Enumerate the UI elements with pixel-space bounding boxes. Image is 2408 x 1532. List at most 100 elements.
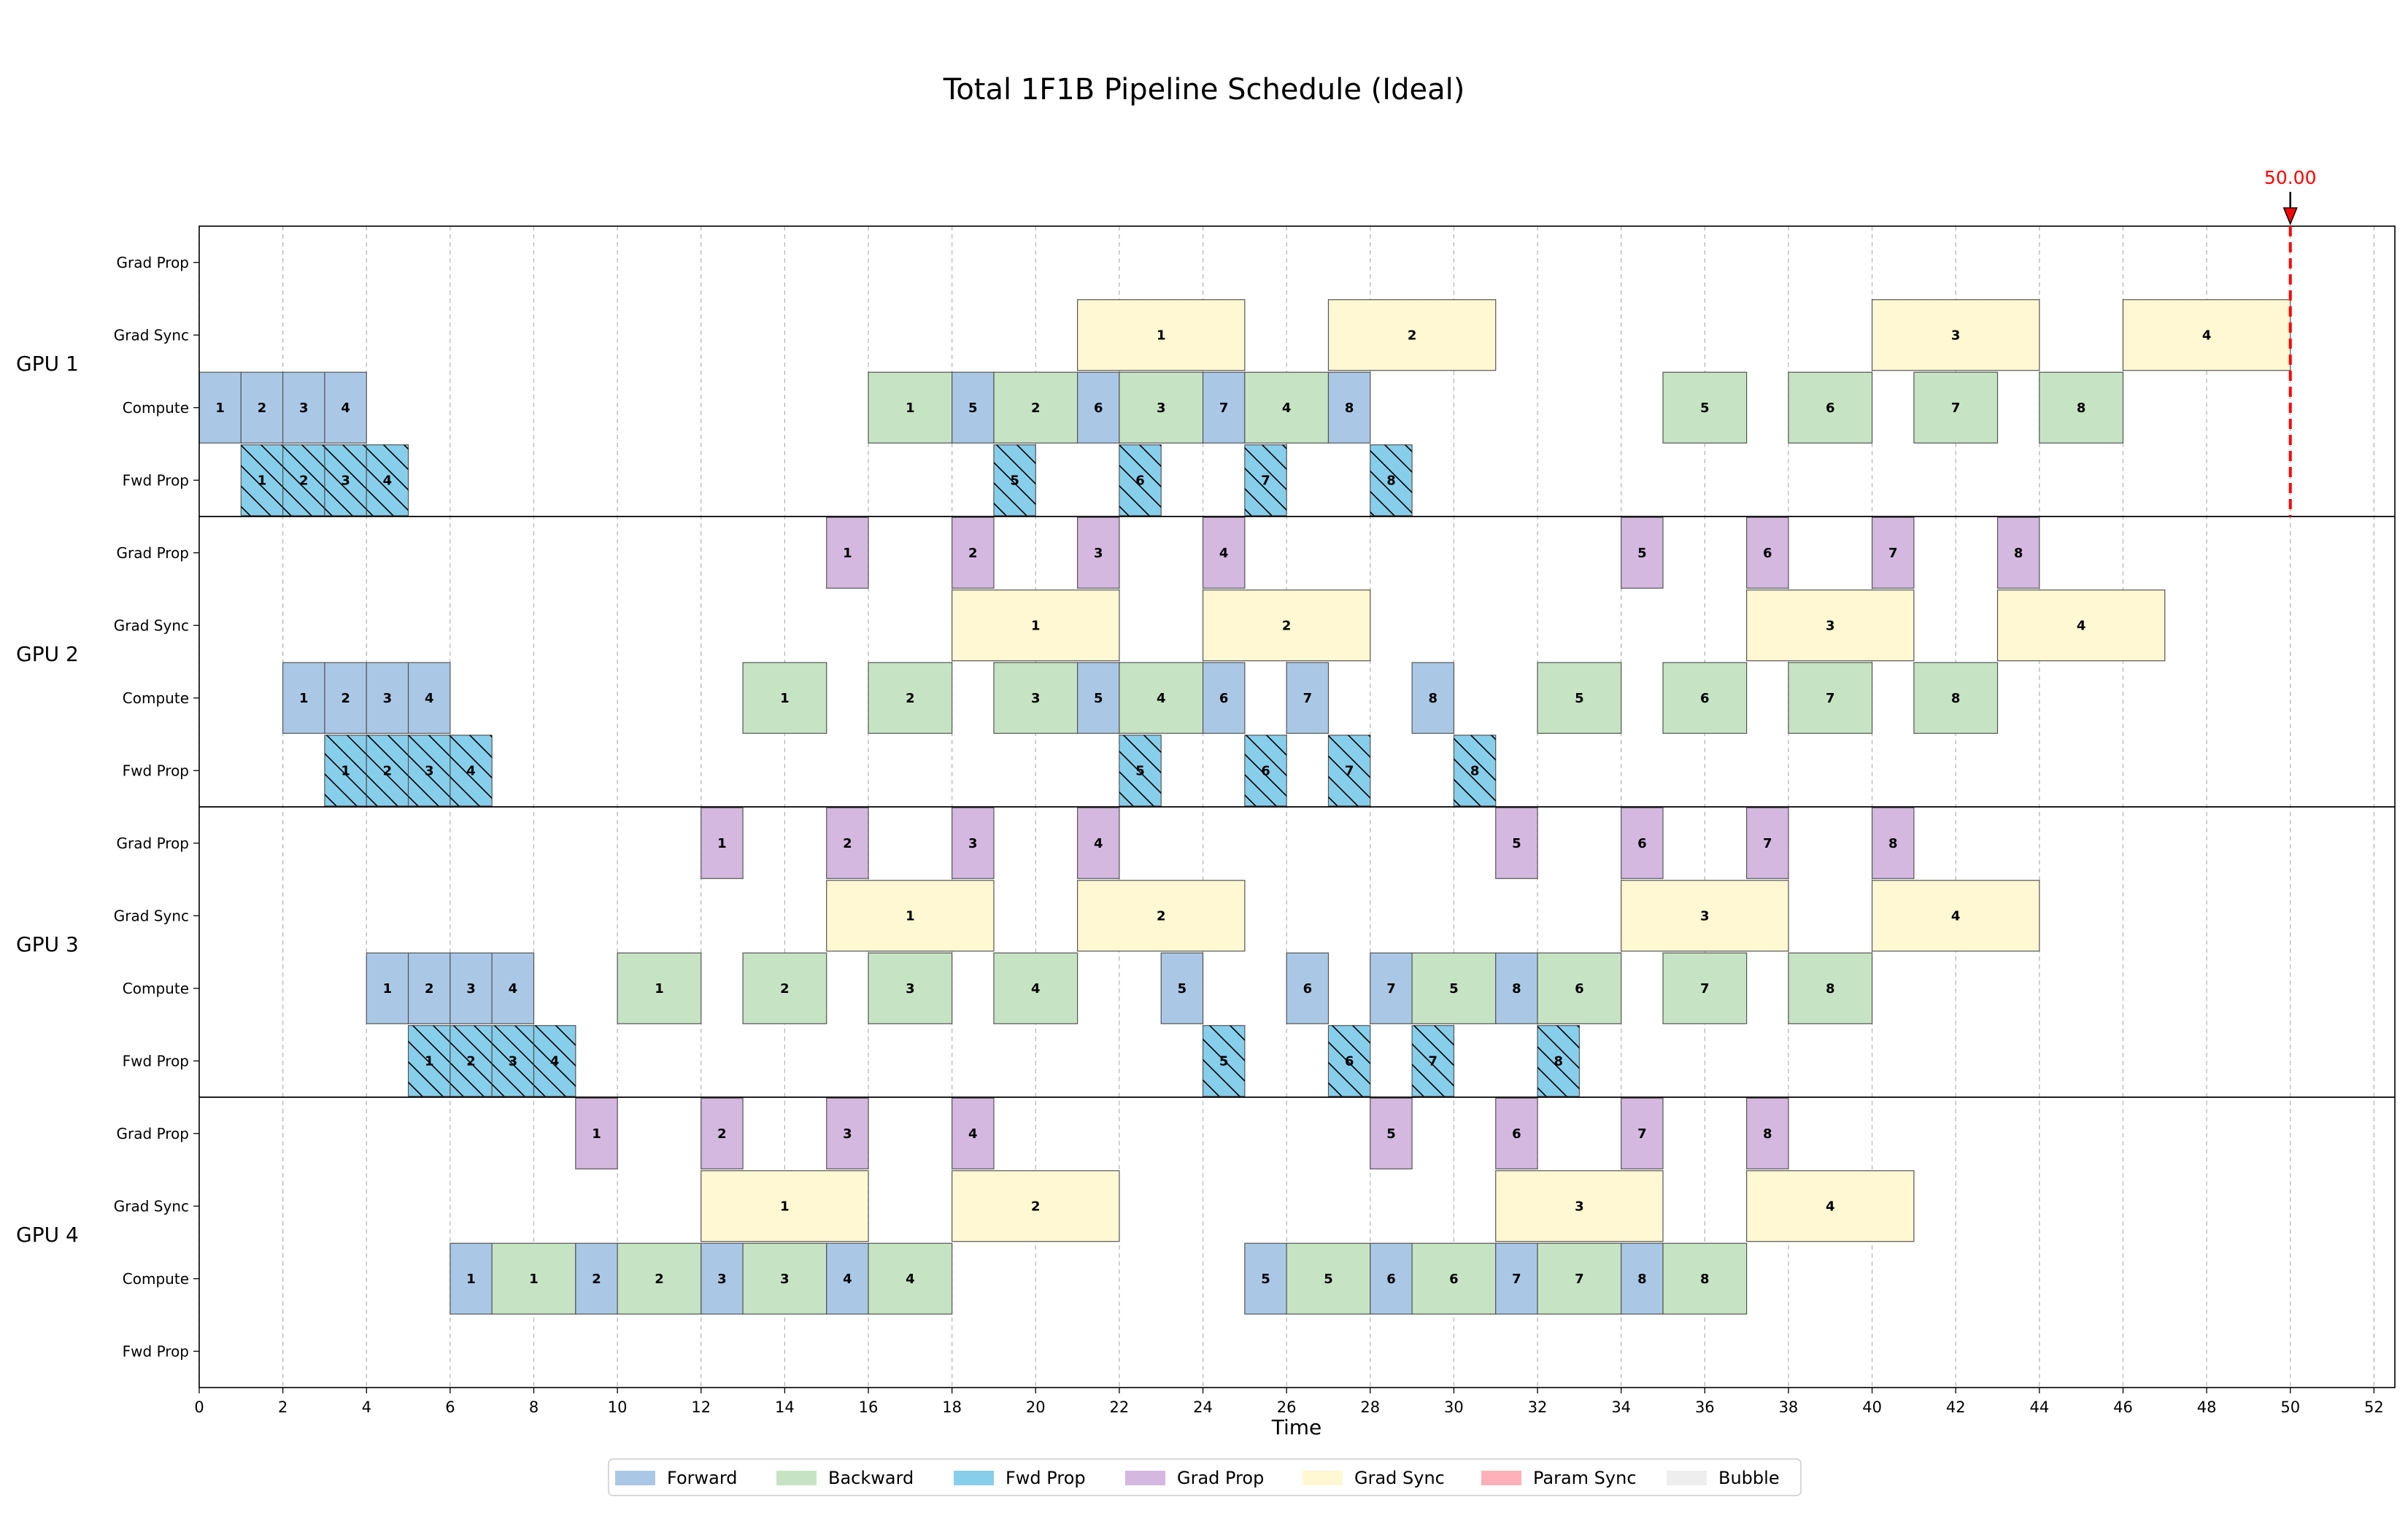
task-block: 8 bbox=[1495, 952, 1538, 1024]
forward-bar bbox=[1286, 952, 1330, 1024]
task-label: 1 bbox=[655, 981, 664, 997]
task-block: 5 bbox=[1286, 1242, 1371, 1315]
task-block: 5 bbox=[1119, 735, 1162, 807]
grad-prop-bar bbox=[1621, 1097, 1664, 1169]
task-block: 4 bbox=[1746, 1170, 1915, 1242]
grad-sync-bar bbox=[1076, 299, 1246, 371]
task-block: 8 bbox=[1453, 735, 1497, 807]
task-block: 6 bbox=[1076, 371, 1120, 444]
forward-bar bbox=[449, 1242, 493, 1315]
task-block: 3 bbox=[1871, 299, 2040, 371]
task-block: 1 bbox=[617, 952, 702, 1024]
task-label: 3 bbox=[906, 981, 915, 997]
task-block: 7 bbox=[1202, 371, 1246, 444]
task-label: 5 bbox=[1637, 546, 1647, 561]
task-label: 6 bbox=[1094, 401, 1103, 416]
grad-prop-bar bbox=[826, 517, 869, 589]
task-label: 2 bbox=[341, 691, 350, 706]
task-block: 5 bbox=[993, 444, 1036, 517]
task-label: 7 bbox=[1429, 1053, 1438, 1069]
grad-prop-bar bbox=[1076, 517, 1120, 589]
x-tick-label: 30 bbox=[1444, 1398, 1464, 1416]
task-label: 1 bbox=[1157, 328, 1166, 343]
row-label: Grad Sync bbox=[114, 326, 189, 344]
x-tick-label: 44 bbox=[2029, 1398, 2049, 1416]
hatch-overlay bbox=[1328, 1025, 1370, 1096]
task-block: 7 bbox=[1286, 662, 1330, 734]
task-block: 5 bbox=[1495, 807, 1538, 879]
forward-bar bbox=[1495, 952, 1538, 1024]
grad-prop-bar bbox=[952, 517, 995, 589]
task-label: 1 bbox=[383, 981, 393, 997]
backward-bar bbox=[1286, 1242, 1371, 1315]
task-label: 4 bbox=[425, 691, 434, 706]
task-block: 5 bbox=[1621, 517, 1664, 589]
grad-sync-bar bbox=[1746, 1170, 1915, 1242]
gpu-label: GPU 1 bbox=[16, 352, 79, 376]
row-label: Grad Prop bbox=[117, 254, 189, 271]
backward-bar bbox=[868, 1242, 953, 1315]
legend-box bbox=[608, 1458, 1802, 1496]
task-label: 5 bbox=[1094, 691, 1103, 706]
hatch-overlay bbox=[449, 1025, 493, 1096]
task-block: 3 bbox=[742, 1242, 827, 1315]
forward-bar bbox=[1621, 1242, 1664, 1315]
task-block: 1 bbox=[742, 662, 827, 734]
row-label: Grad Prop bbox=[117, 835, 189, 852]
task-label: 6 bbox=[1700, 691, 1710, 706]
task-block: 2 bbox=[617, 1242, 702, 1315]
task-label: 8 bbox=[1470, 763, 1480, 778]
task-block: 4 bbox=[826, 1242, 869, 1315]
row-label: Compute bbox=[123, 689, 189, 707]
task-block: 5 bbox=[952, 371, 995, 444]
forward-bar bbox=[324, 371, 367, 444]
task-block: 8 bbox=[1996, 517, 2040, 589]
task-block: 5 bbox=[1370, 1097, 1413, 1169]
legend-item: Grad Prop bbox=[1125, 1468, 1264, 1488]
task-block: 3 bbox=[1746, 589, 1915, 662]
task-block: 8 bbox=[1871, 807, 1915, 879]
task-block: 7 bbox=[1788, 662, 1873, 734]
task-label: 5 bbox=[1512, 836, 1521, 851]
task-block: 2 bbox=[407, 952, 451, 1024]
forward-bar bbox=[282, 371, 325, 444]
hatch-overlay bbox=[1370, 444, 1413, 516]
task-label: 4 bbox=[509, 981, 518, 997]
forward-bar bbox=[575, 1242, 618, 1315]
forward-bar bbox=[407, 662, 451, 734]
task-block: 4 bbox=[2122, 299, 2291, 371]
task-block: 7 bbox=[1913, 371, 1999, 444]
grad-prop-bar bbox=[1076, 807, 1120, 879]
task-label: 5 bbox=[1219, 1053, 1229, 1069]
task-label: 2 bbox=[655, 1272, 664, 1287]
task-block: 1 bbox=[1076, 299, 1246, 371]
legend-label: Fwd Prop bbox=[1006, 1468, 1086, 1488]
task-block: 4 bbox=[533, 1025, 576, 1097]
x-tick-label: 36 bbox=[1695, 1398, 1715, 1416]
task-label: 6 bbox=[1261, 763, 1270, 778]
task-label: 2 bbox=[717, 1126, 727, 1142]
task-label: 3 bbox=[509, 1053, 518, 1069]
row-label: Grad Prop bbox=[117, 1125, 189, 1142]
forward-bar bbox=[491, 952, 535, 1024]
task-block: 2 bbox=[366, 735, 409, 807]
task-label: 5 bbox=[1575, 691, 1584, 706]
task-block: 8 bbox=[1662, 1242, 1748, 1315]
grad-prop-bar bbox=[575, 1097, 618, 1169]
task-block: 8 bbox=[1788, 952, 1873, 1024]
task-label: 4 bbox=[843, 1272, 852, 1287]
grad-sync-bar bbox=[701, 1170, 869, 1242]
task-block: 4 bbox=[324, 371, 367, 444]
x-tick-label: 26 bbox=[1277, 1398, 1297, 1416]
hatch-overlay bbox=[1412, 1025, 1454, 1096]
task-block: 5 bbox=[1537, 662, 1622, 734]
task-block: 2 bbox=[1076, 880, 1246, 952]
hatch-overlay bbox=[241, 444, 283, 516]
task-block: 5 bbox=[1076, 662, 1120, 734]
x-tick-label: 38 bbox=[1779, 1398, 1799, 1416]
task-block: 7 bbox=[1370, 952, 1413, 1024]
task-block: 7 bbox=[1495, 1242, 1538, 1315]
task-block: 6 bbox=[1495, 1097, 1538, 1169]
grad-prop-bar bbox=[1495, 807, 1538, 879]
